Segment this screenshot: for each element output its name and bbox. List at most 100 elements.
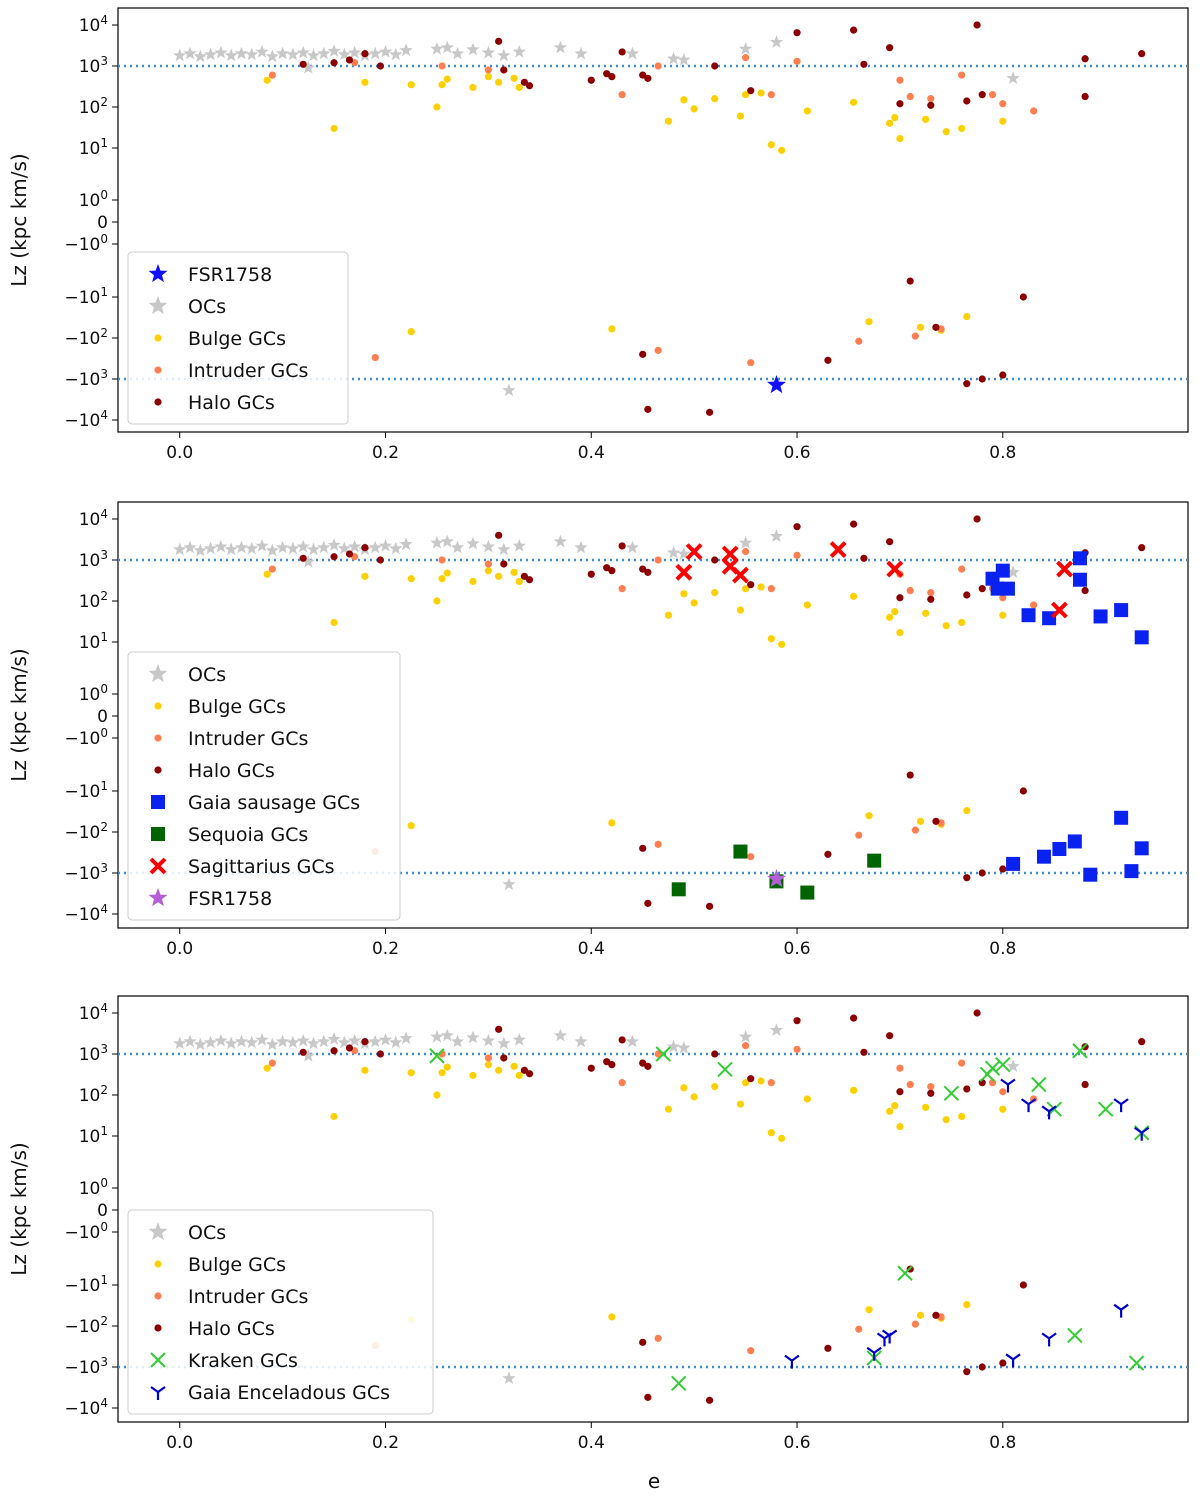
halo-gcs-point — [927, 1089, 935, 1097]
halo-gcs-point — [711, 1050, 719, 1058]
gaia-sausage-gcs-point — [1134, 841, 1149, 856]
legend: OCs Bulge GCs Intruder GCs Halo GCs Gaia sau… — [127, 651, 401, 921]
halo-gcs-point — [932, 817, 940, 825]
halo-gcs-point — [1138, 50, 1146, 58]
halo-gcs-point — [376, 62, 384, 70]
bulge-gcs-point — [438, 1069, 446, 1077]
halo-gcs-point — [639, 844, 647, 852]
y-axis-title: Lz (kpc km/s) — [7, 648, 31, 781]
legend-label-gaia-enceladous-gcs: Gaia Enceladous GCs — [188, 1382, 390, 1404]
halo-gcs-point — [500, 560, 508, 568]
kraken-gcs-point — [429, 1048, 445, 1064]
bulge-gcs-point — [495, 78, 503, 86]
bulge-gcs-point — [330, 1112, 338, 1121]
halo-gcs-point — [973, 21, 981, 29]
legend-swatch-ocs — [148, 1222, 168, 1241]
ocs-point — [193, 543, 207, 557]
ocs-point — [276, 46, 290, 60]
intruder-gcs-point — [618, 585, 626, 593]
gaia-enceladous-gcs-point — [1113, 1303, 1129, 1318]
ocs-point — [317, 1034, 331, 1048]
intruder-gcs-point — [855, 337, 863, 345]
ocs-point — [348, 1033, 362, 1047]
ocs-point — [497, 542, 511, 556]
ocs-point — [368, 1034, 382, 1048]
bulge-gcs-point — [263, 570, 271, 578]
ocs-point — [265, 1037, 279, 1051]
y-tick-label: 0 — [97, 213, 108, 233]
ocs-point — [466, 536, 480, 550]
ocs-point — [173, 1036, 187, 1050]
y-tick-label: −101 — [64, 285, 108, 308]
ocs-point — [286, 1035, 300, 1049]
ocs-point — [481, 539, 495, 553]
ocs-point — [502, 383, 516, 397]
ocs-point — [450, 46, 465, 60]
bulge-gcs-point — [361, 1066, 369, 1074]
ocs-point — [430, 42, 444, 55]
intruder-gcs-point — [654, 840, 662, 848]
bulge-gcs-point — [803, 1095, 811, 1103]
bulge-gcs-point — [916, 1311, 925, 1319]
ocs-point — [399, 43, 413, 57]
sagittarius-gcs-point — [1050, 601, 1068, 619]
ocs-point — [574, 1034, 588, 1048]
halo-gcs-point — [639, 1338, 647, 1346]
kraken-gcs-point — [943, 1085, 960, 1102]
halo-gcs-point — [906, 277, 914, 285]
halo-gcs-point — [525, 82, 534, 90]
legend-label-ocs: OCs — [188, 296, 226, 318]
bulge-gcs-point — [515, 1071, 523, 1080]
halo-gcs-point — [345, 56, 354, 64]
bulge-gcs-point — [664, 1105, 673, 1113]
bulge-gcs-point — [608, 325, 616, 333]
x-tick-label: 0.0 — [166, 1433, 193, 1453]
halo-gcs-point — [608, 567, 616, 575]
intruder-gcs-point — [741, 1042, 750, 1050]
intruder-gcs-point — [911, 332, 919, 340]
halo-gcs-point — [608, 1061, 616, 1069]
halo-gcs-point — [963, 1368, 971, 1376]
ocs-point — [193, 49, 207, 63]
halo-gcs-point — [860, 1048, 868, 1056]
ocs-point — [481, 45, 495, 59]
bulge-gcs-point — [999, 117, 1007, 125]
halo-gcs-point — [299, 554, 307, 562]
ocs-point — [183, 540, 197, 554]
legend-label-intruder-gcs: Intruder GCs — [188, 1286, 308, 1308]
halo-gcs-point — [978, 869, 986, 877]
ocs-point — [450, 540, 465, 554]
legend-swatch-sequoia-gcs — [151, 827, 165, 841]
ocs-point — [337, 1035, 351, 1049]
kraken-gcs-point — [717, 1061, 733, 1078]
ocs-point — [440, 534, 454, 548]
bulge-gcs-point — [850, 98, 858, 106]
intruder-gcs-point — [268, 1059, 276, 1067]
ocs-point — [301, 1048, 315, 1062]
y-tick-label: −103 — [64, 367, 108, 390]
sagittarius-gcs-point — [732, 566, 749, 584]
halo-gcs-point — [376, 556, 384, 564]
halo-gcs-point — [793, 1017, 801, 1025]
intruder-gcs-point — [927, 1083, 935, 1091]
bulge-gcs-point — [510, 568, 518, 576]
x-tick-label: 0.8 — [989, 939, 1016, 959]
bulge-gcs-point — [896, 1122, 904, 1131]
bulge-gcs-point — [361, 572, 369, 580]
ocs-point — [440, 1028, 454, 1042]
halo-gcs-point — [330, 1047, 338, 1055]
intruder-gcs-point — [747, 1347, 755, 1355]
legend-box — [127, 1209, 434, 1415]
ocs-point — [183, 1034, 197, 1048]
halo-gcs-point — [963, 380, 971, 388]
halo-gcs-point — [978, 585, 986, 593]
bulge-gcs-point — [757, 1077, 765, 1085]
sagittarius-gcs-point — [721, 545, 739, 563]
kraken-gcs-point — [671, 1375, 687, 1392]
x-tick-label: 0.2 — [372, 1433, 399, 1453]
halo-gcs-point — [896, 1088, 904, 1096]
halo-gcs-point — [345, 1044, 354, 1052]
halo-gcs-point — [587, 570, 595, 578]
y-tick-label: 103 — [79, 54, 108, 77]
intruder-gcs-point — [958, 71, 966, 79]
